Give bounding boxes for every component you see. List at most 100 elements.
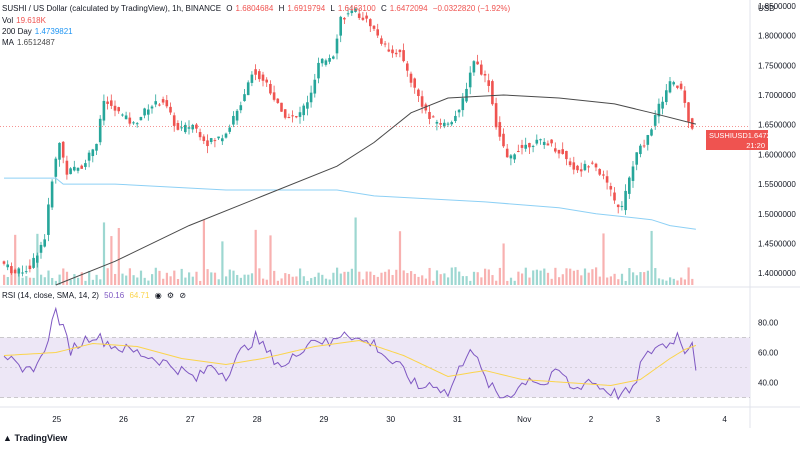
price-tick-label: 1.5000000 [758,210,796,219]
volume-bar [221,241,224,285]
settings-icon[interactable]: ⚙ [166,291,175,300]
volume-bar [350,268,353,285]
candle-body [665,90,668,103]
candle-body [172,115,176,126]
time-tick-label: 3 [656,415,661,424]
candle-body [624,190,627,211]
candle-body [287,117,291,119]
candle-body [513,154,516,160]
volume-bar [191,276,194,285]
candle-body [668,81,672,93]
price-tick-label: 1.8000000 [758,32,796,41]
volume-bar [228,269,231,285]
price-tag-value: 1.6472094 [747,131,784,140]
open-value: 1.6804684 [235,4,274,13]
candle-body [657,103,661,117]
volume-bar [691,278,694,285]
volume-bar [139,270,143,285]
volume-bar [654,268,657,285]
candle-body [254,69,257,75]
volume-bar [210,272,213,285]
candle-body [542,141,546,146]
candle-body [206,140,209,147]
candle-body [209,138,213,143]
candle-body [576,165,579,171]
rsi-sma-value: 64.71 [129,291,150,300]
delete-icon[interactable]: ⊘ [179,291,187,300]
volume-bar [576,269,579,285]
candle-body [39,244,43,253]
candle-body [346,13,350,15]
candle-body [539,139,542,141]
logo-text: TradingView [14,433,68,443]
volume-bar [158,270,161,285]
volume-bar [302,276,305,285]
volume-bar [236,274,239,285]
time-tick-label: 31 [453,415,462,424]
volume-bar [580,275,583,285]
volume-bar [276,280,279,285]
volume-bar [395,269,398,285]
volume-bar [620,273,624,285]
candle-body [402,50,405,62]
volume-bar [521,273,524,285]
volume-bar [480,277,483,285]
candle-body [417,89,420,97]
volume-bar [683,279,686,285]
candle-body [672,82,675,85]
volume-bar [313,276,316,285]
volume-bar [114,273,117,285]
price-tick-label: 1.5500000 [758,180,796,189]
time-tick-label: 28 [253,415,262,424]
candle-body [487,80,490,86]
candle-body [583,163,587,171]
volume-bar [539,270,542,285]
candle-body [302,105,305,116]
candle-body [298,112,302,117]
candle-body [239,105,243,111]
volume-bar [262,278,265,285]
candle-body [457,109,461,113]
volume-bar [495,280,498,285]
volume-bar [639,272,642,285]
rsi-sma-line [3,339,697,387]
time-tick-label: 26 [119,415,128,424]
price-tick-label: 1.7000000 [758,91,796,100]
price-tick-label: 1.6000000 [758,150,796,159]
volume-bar [613,273,616,285]
volume-bar [498,267,501,285]
open-label: O [226,4,233,13]
volume-bar [247,274,250,285]
volume-bar [162,278,165,285]
change-value: −0.0322820 (−1.92%) [432,4,511,13]
tradingview-logo[interactable]: ▲ TradingView [3,433,67,443]
ma-value: 1.6512487 [17,38,55,47]
volume-bar [491,275,494,285]
candle-body [561,149,564,154]
candle-body [235,110,239,121]
candle-body [198,132,202,138]
candle-body [431,116,435,118]
volume-bar [336,267,339,285]
volume-bar [184,277,187,285]
candle-body [468,72,472,88]
candle-body [95,143,98,151]
candle-body [76,167,80,171]
volume-bar [91,279,94,285]
candle-body [391,49,394,54]
candle-body [87,152,91,161]
volume-bar [528,277,531,285]
candle-body [187,127,191,129]
volume-bar [54,280,57,285]
candle-body [572,162,576,170]
volume-bar [151,274,154,285]
volume-bar [609,276,612,285]
eye-icon[interactable]: ◉ [154,291,162,300]
candle-body [320,58,324,64]
low-value: 1.6463100 [337,4,376,13]
candle-body [394,52,398,55]
time-tick-label: 30 [386,415,395,424]
rsi-header: RSI (14, close, SMA, 14, 2) 50.16 64.71 … [2,291,189,301]
candle-body [283,109,287,118]
